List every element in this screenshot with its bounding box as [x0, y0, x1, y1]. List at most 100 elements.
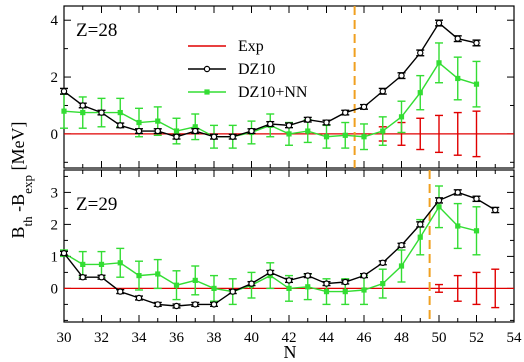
x-axis-title: N	[284, 342, 297, 362]
data-point	[117, 109, 123, 116]
panel-label: Z=29	[76, 194, 117, 215]
data-point	[154, 301, 161, 308]
panel-z28: 0 2 4 Z=28	[51, 5, 515, 169]
data-point	[435, 19, 443, 27]
data-point	[229, 133, 236, 140]
x-tick-label: 38	[207, 330, 222, 346]
data-point	[436, 204, 442, 210]
data-point	[117, 260, 123, 266]
x-tick-label: 48	[394, 330, 409, 346]
data-point	[210, 301, 218, 308]
y-tick-label: 3	[51, 185, 59, 201]
data-point	[136, 119, 142, 126]
data-point	[210, 133, 218, 140]
data-point	[380, 281, 386, 287]
data-point	[155, 118, 161, 124]
data-point	[304, 116, 311, 123]
data-point	[454, 35, 461, 42]
data-point	[473, 81, 480, 87]
x-tick-label: 46	[357, 330, 373, 346]
data-point	[323, 134, 330, 140]
data-point	[360, 272, 368, 279]
data-point	[342, 109, 349, 116]
series-line	[63, 191, 496, 307]
data-point	[248, 127, 255, 135]
legend-item: Exp	[188, 38, 264, 55]
data-point	[135, 127, 143, 135]
data-point	[285, 122, 293, 129]
data-point	[398, 263, 405, 269]
x-axis: 30 32 34 36 38 40 42 44 46 48 50 52 54	[57, 330, 523, 346]
data-point	[323, 289, 330, 295]
y-tick-label: 0	[51, 281, 59, 297]
data-point	[492, 206, 499, 214]
data-point	[435, 197, 443, 204]
data-point	[285, 277, 293, 284]
series-dz10	[60, 19, 481, 140]
y-axis-title: Bth -Bexp [MeV]	[8, 122, 35, 239]
data-point	[454, 189, 461, 196]
data-point	[192, 127, 199, 135]
data-point	[60, 88, 68, 95]
data-point	[398, 114, 405, 120]
data-point	[136, 273, 142, 279]
data-point	[473, 195, 480, 202]
data-point	[323, 280, 330, 287]
x-tick-label: 50	[432, 330, 447, 346]
data-point	[323, 119, 330, 126]
legend-item: DZ10	[188, 61, 275, 78]
data-point	[211, 285, 217, 291]
data-point	[361, 134, 367, 140]
data-point	[286, 131, 292, 137]
series-dz10-plus-nn	[60, 42, 481, 151]
data-point	[305, 128, 311, 134]
data-point	[379, 259, 386, 266]
data-point	[342, 132, 348, 138]
data-point	[267, 273, 273, 279]
data-point	[173, 302, 180, 310]
data-point	[473, 228, 480, 234]
data-point	[154, 127, 161, 135]
data-point	[192, 301, 199, 308]
data-point	[398, 72, 405, 79]
series-exp	[435, 268, 500, 309]
data-point	[155, 271, 161, 277]
data-point	[455, 75, 461, 82]
x-tick-label: 52	[469, 330, 484, 346]
data-point	[98, 109, 105, 116]
data-point	[173, 282, 180, 288]
x-tick-label: 36	[169, 330, 185, 346]
legend: Exp DZ10 DZ10+NN	[188, 38, 308, 101]
data-point	[98, 274, 105, 281]
data-point	[455, 223, 461, 229]
data-point	[117, 288, 124, 295]
series-dz10-plus-nn	[60, 185, 481, 306]
data-point	[79, 274, 86, 281]
series-dz10	[60, 189, 500, 310]
data-point	[267, 269, 274, 276]
x-tick-label: 54	[507, 330, 523, 346]
x-tick-label: 32	[94, 330, 109, 346]
x-tick-label: 40	[244, 330, 259, 346]
data-point	[229, 288, 236, 295]
y-tick-label: 2	[51, 217, 59, 233]
data-point	[173, 128, 180, 134]
data-point	[80, 261, 86, 267]
data-point	[286, 285, 292, 291]
legend-label: Exp	[238, 38, 264, 55]
panel-label: Z=28	[76, 20, 117, 41]
y-tick-label: 0	[51, 127, 59, 143]
data-point	[192, 277, 198, 283]
data-point	[380, 128, 386, 134]
data-point	[173, 133, 180, 140]
legend-label: DZ10	[238, 61, 275, 78]
legend-marker	[204, 89, 210, 95]
data-point	[417, 49, 424, 57]
y-tick-label: 1	[51, 249, 59, 265]
x-tick-label: 34	[132, 330, 148, 346]
y-tick-label: 2	[51, 70, 59, 86]
data-point	[267, 120, 274, 128]
data-point	[379, 88, 386, 95]
legend-marker	[203, 65, 211, 73]
